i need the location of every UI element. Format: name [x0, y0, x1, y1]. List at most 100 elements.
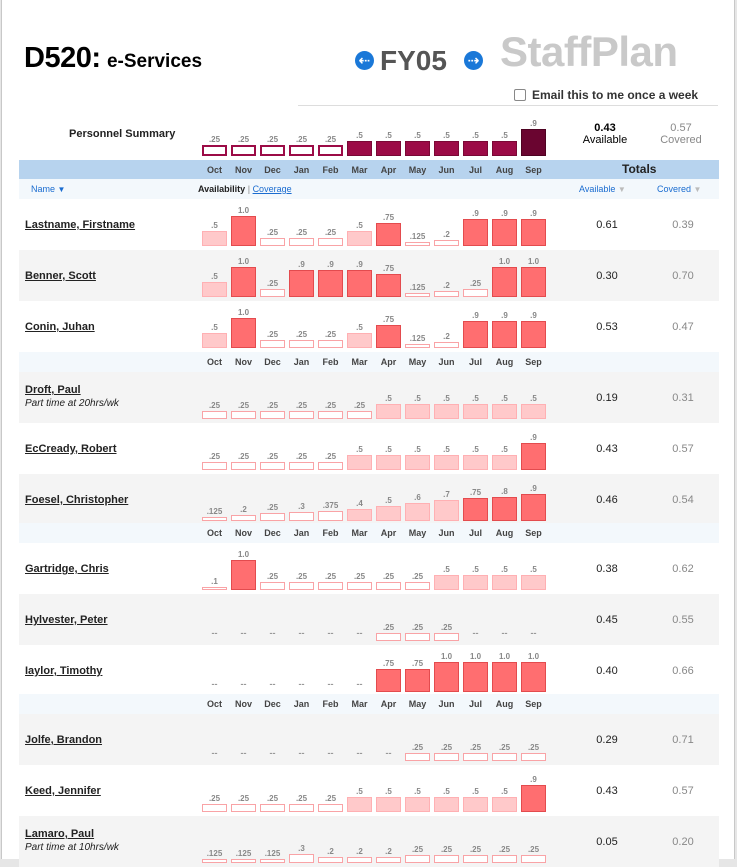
month-cell: .25: [491, 714, 518, 765]
month-header-row: Oct Nov Dec Jan Feb Mar Apr May Jun Jul Aug Sep: [19, 694, 719, 714]
availability-bar: [347, 270, 372, 297]
month-cell: .5: [201, 301, 228, 352]
bar-value: .5: [414, 394, 421, 403]
availability-bar: [463, 219, 488, 246]
availability-bar: [405, 582, 430, 590]
bar-value: .25: [237, 794, 250, 803]
sort-by-available[interactable]: Available ▼: [579, 184, 626, 194]
month-cell: .25: [433, 594, 460, 645]
personnel-summary-label: Personnel Summary: [69, 128, 176, 140]
month-label: Dec: [264, 699, 281, 709]
month-cell: 1.0: [491, 250, 518, 301]
empty-marker: --: [298, 748, 305, 758]
month-cell: .7: [433, 474, 460, 525]
availability-bar: [492, 267, 517, 297]
staff-row: Foesel, Christopher .125 .2 .25 .3 .375 .4 .5 .6…: [19, 474, 719, 525]
month-cell: .5: [346, 765, 373, 816]
staff-name-link[interactable]: Jolfe, Brandon: [25, 734, 103, 746]
bar-value: .5: [472, 787, 479, 796]
month-cell: --: [259, 714, 286, 765]
availability-bar: [463, 575, 488, 590]
covered-column-link[interactable]: Covered: [657, 184, 692, 194]
bar-value: .5: [385, 445, 392, 454]
available-value: 0.30: [596, 270, 618, 282]
summary-bar: [463, 141, 488, 156]
month-cell: .25: [201, 110, 228, 156]
availability-bar: [405, 797, 430, 812]
bar-value: .5: [530, 565, 537, 574]
month-cell: .25: [201, 372, 228, 423]
staff-name-link[interactable]: Gartridge, Chris: [25, 563, 109, 575]
month-cell: 1.0: [520, 645, 547, 696]
name-column-link[interactable]: Name: [31, 184, 56, 194]
bar-value: .25: [324, 452, 337, 461]
empty-marker: --: [240, 748, 247, 758]
month-cell: .6: [404, 474, 431, 525]
staff-name-link[interactable]: Droft, Paul: [25, 384, 81, 396]
staff-name-link[interactable]: Foesel, Christopher: [25, 494, 129, 506]
staff-name-link[interactable]: Keed, Jennifer: [25, 785, 101, 797]
bar-value: .25: [440, 743, 453, 752]
availability-bar: [463, 404, 488, 419]
email-option[interactable]: Email this to me once a week: [514, 88, 698, 102]
month-cell: .5: [433, 765, 460, 816]
prev-year-button[interactable]: ⇠: [355, 51, 374, 70]
staff-name-link[interactable]: Lamaro, Paul: [25, 828, 95, 840]
staff-name-link[interactable]: EcCready, Robert: [25, 443, 117, 455]
month-label: Nov: [234, 165, 252, 175]
summary-bar: [405, 141, 430, 156]
availability-bar: [492, 575, 517, 590]
staff-name-link[interactable]: Hylvester, Peter: [25, 614, 108, 626]
bar-value: .25: [208, 401, 221, 410]
availability-bar: [260, 462, 285, 470]
bar-value: .2: [443, 281, 450, 290]
bar-value: .9: [501, 209, 508, 218]
sort-by-covered[interactable]: Covered ▼: [657, 184, 701, 194]
month-label: May: [408, 699, 427, 709]
available-column-link[interactable]: Available: [579, 184, 616, 194]
bar-value: .25: [237, 401, 250, 410]
month-label: Jan: [293, 699, 310, 709]
staff-name-link[interactable]: Iaylor, Timothy: [25, 665, 103, 677]
availability-view: Availability | Coverage: [198, 184, 292, 194]
availability-bar: [405, 455, 430, 470]
sort-by-name[interactable]: Name ▼: [31, 184, 65, 194]
bar-value: .9: [530, 775, 537, 784]
summary-bar: [347, 141, 372, 156]
staff-row: Benner, Scott .5 1.0 .25 .9 .9 .9 .75 .125 .2 .25 1…: [19, 250, 719, 301]
email-checkbox[interactable]: [514, 89, 526, 101]
fiscal-year-label: FY05: [380, 45, 447, 76]
month-cell: .5: [433, 423, 460, 474]
availability-bar: [434, 291, 459, 297]
availability-bar: [231, 560, 256, 590]
month-cell: --: [375, 714, 402, 765]
dept-code: D520:: [24, 42, 101, 74]
empty-marker: --: [356, 628, 363, 638]
staff-name-link[interactable]: Lastname, Firstname: [25, 219, 136, 231]
availability-bar: [434, 500, 459, 521]
availability-label: Availability: [198, 184, 246, 194]
staff-name-link[interactable]: Conin, Juhan: [25, 321, 95, 333]
bar-value: .5: [443, 131, 450, 140]
coverage-link[interactable]: Coverage: [252, 184, 292, 194]
bar-value: .5: [501, 565, 508, 574]
bar-value: .5: [414, 787, 421, 796]
available-value: 0.61: [596, 219, 618, 231]
availability-bar: [521, 267, 546, 297]
covered-value: 0.31: [672, 392, 694, 404]
next-year-button[interactable]: ⇢: [464, 51, 483, 70]
sort-row: Name ▼ Availability | Coverage Available…: [19, 179, 719, 199]
staff-row: Gartridge, Chris .1 1.0 .25 .25 .25 .25 .25 .25.…: [19, 543, 719, 594]
available-value: 0.53: [596, 321, 618, 333]
staff-row: Hylvester, Peter -- -- -- -- -- -- .25 .25 .25 -- -…: [19, 594, 719, 645]
availability-bar: [260, 859, 285, 863]
month-cell: .3: [288, 474, 315, 525]
month-cell: .25: [230, 110, 257, 156]
staff-row: Iaylor, Timothy -- -- -- -- -- -- .75 .75 1.0 1.0 1…: [19, 645, 719, 696]
bar-value: .9: [530, 311, 537, 320]
month-cell: .25: [317, 765, 344, 816]
staff-name-link[interactable]: Benner, Scott: [25, 270, 96, 282]
bar-value: .25: [527, 845, 540, 854]
month-label: Jul: [468, 357, 482, 367]
month-label: Nov: [234, 357, 252, 367]
